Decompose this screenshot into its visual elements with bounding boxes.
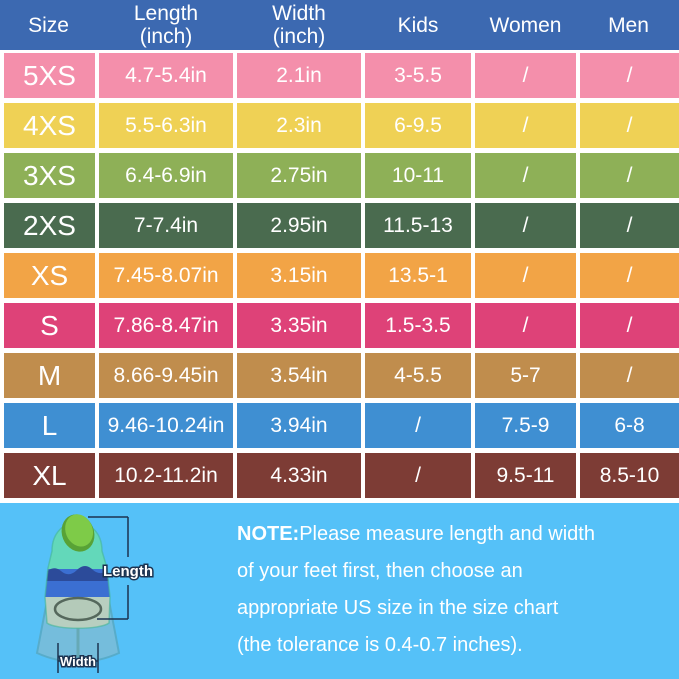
cell-kids: 11.5-13 <box>365 203 471 248</box>
cell-kids: 13.5-1 <box>365 253 471 298</box>
cell-size: 2XS <box>4 203 95 248</box>
table-row: 4XS 5.5-6.3in 2.3in 6-9.5 / / <box>0 103 679 148</box>
note-line: of your feet first, then choose an <box>237 560 523 582</box>
cell-women: 7.5-9 <box>475 403 576 448</box>
cell-women: 5-7 <box>475 353 576 398</box>
cell-size: 4XS <box>4 103 95 148</box>
cell-women: / <box>475 203 576 248</box>
width-label: Width <box>60 654 96 669</box>
cell-women: / <box>475 53 576 98</box>
table-header: Size Length (inch) Width (inch) Kids Wom… <box>0 0 679 50</box>
cell-length: 7-7.4in <box>99 203 233 248</box>
cell-length: 7.45-8.07in <box>99 253 233 298</box>
table-row: M 8.66-9.45in 3.54in 4-5.5 5-7 / <box>0 353 679 398</box>
cell-size: S <box>4 303 95 348</box>
table-row: S 7.86-8.47in 3.35in 1.5-3.5 / / <box>0 303 679 348</box>
cell-women: / <box>475 103 576 148</box>
length-label: Length <box>103 563 153 580</box>
cell-width: 3.54in <box>237 353 361 398</box>
table-body: 5XS 4.7-5.4in 2.1in 3-5.5 / / 4XS 5.5-6.… <box>0 53 679 498</box>
length-dimension <box>88 516 129 620</box>
cell-kids: 4-5.5 <box>365 353 471 398</box>
header-width: Width (inch) <box>272 2 326 48</box>
cell-men: / <box>580 353 679 398</box>
cell-length: 5.5-6.3in <box>99 103 233 148</box>
table-row: 3XS 6.4-6.9in 2.75in 10-11 / / <box>0 153 679 198</box>
cell-kids: 1.5-3.5 <box>365 303 471 348</box>
table-row: 5XS 4.7-5.4in 2.1in 3-5.5 / / <box>0 53 679 98</box>
cell-women: / <box>475 153 576 198</box>
cell-men: / <box>580 303 679 348</box>
cell-men: / <box>580 203 679 248</box>
cell-men: / <box>580 103 679 148</box>
note-text: NOTE:Please measure length and width of … <box>237 516 667 664</box>
cell-kids: 3-5.5 <box>365 53 471 98</box>
header-men: Men <box>608 13 649 37</box>
table-row: XL 10.2-11.2in 4.33in / 9.5-11 8.5-10 <box>0 453 679 498</box>
header-length: Length (inch) <box>133 2 199 48</box>
cell-length: 9.46-10.24in <box>99 403 233 448</box>
foot-opening <box>61 514 95 552</box>
cell-women: / <box>475 303 576 348</box>
cell-width: 2.95in <box>237 203 361 248</box>
cell-women: 9.5-11 <box>475 453 576 498</box>
note-line: appropriate US size in the size chart <box>237 597 559 619</box>
cell-length: 4.7-5.4in <box>99 53 233 98</box>
cell-men: 6-8 <box>580 403 679 448</box>
heel-opening <box>53 596 103 622</box>
table-row: XS 7.45-8.07in 3.15in 13.5-1 / / <box>0 253 679 298</box>
cell-kids: / <box>365 453 471 498</box>
cell-kids: / <box>365 403 471 448</box>
cell-men: 8.5-10 <box>580 453 679 498</box>
cell-length: 10.2-11.2in <box>99 453 233 498</box>
table-row: L 9.46-10.24in 3.94in / 7.5-9 6-8 <box>0 403 679 448</box>
header-size: Size <box>28 13 69 37</box>
cell-width: 2.75in <box>237 153 361 198</box>
cell-width: 3.35in <box>237 303 361 348</box>
cell-size: 5XS <box>4 53 95 98</box>
cell-width: 4.33in <box>237 453 361 498</box>
cell-kids: 6-9.5 <box>365 103 471 148</box>
cell-size: L <box>4 403 95 448</box>
cell-size: M <box>4 353 95 398</box>
cell-kids: 10-11 <box>365 153 471 198</box>
header-women: Women <box>489 13 562 37</box>
header-kids: Kids <box>397 13 439 37</box>
cell-width: 3.94in <box>237 403 361 448</box>
note-line: NOTE:Please measure length and width <box>237 523 595 545</box>
fin-illustration: Length Width <box>35 514 155 673</box>
cell-size: 3XS <box>4 153 95 198</box>
cell-width: 3.15in <box>237 253 361 298</box>
width-dimension <box>57 643 99 673</box>
cell-width: 2.1in <box>237 53 361 98</box>
cell-men: / <box>580 53 679 98</box>
table-row: 2XS 7-7.4in 2.95in 11.5-13 / / <box>0 203 679 248</box>
cell-men: / <box>580 153 679 198</box>
note-line: (the tolerance is 0.4-0.7 inches). <box>237 634 523 656</box>
cell-men: / <box>580 253 679 298</box>
cell-length: 6.4-6.9in <box>99 153 233 198</box>
cell-length: 7.86-8.47in <box>99 303 233 348</box>
cell-women: / <box>475 253 576 298</box>
footer-note-section: Length Width NOTE:Please measure length … <box>0 503 679 679</box>
cell-size: XL <box>4 453 95 498</box>
cell-size: XS <box>4 253 95 298</box>
cell-length: 8.66-9.45in <box>99 353 233 398</box>
cell-width: 2.3in <box>237 103 361 148</box>
note-label: NOTE: <box>237 523 300 545</box>
